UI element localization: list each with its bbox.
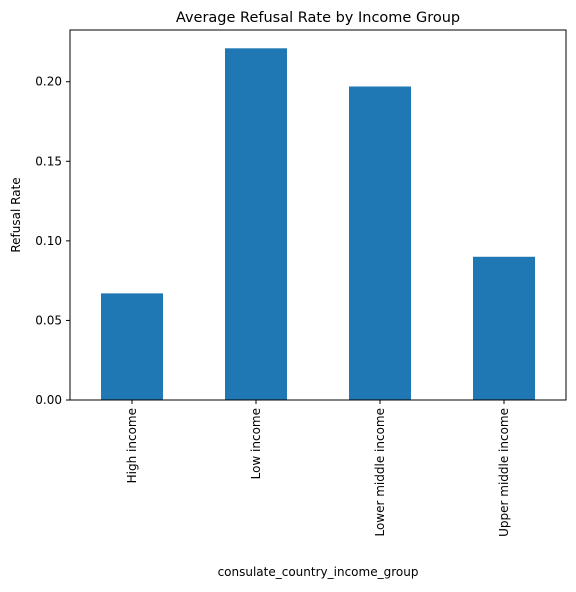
chart-title: Average Refusal Rate by Income Group bbox=[176, 10, 460, 26]
bar-upper-middle-income bbox=[473, 256, 535, 400]
y-tick-label: 0.20 bbox=[35, 75, 62, 89]
x-tick-label: Lower middle income bbox=[373, 408, 387, 537]
bars-layer bbox=[101, 48, 535, 401]
x-tick-label: Low income bbox=[249, 408, 263, 479]
y-tick-label: 0.10 bbox=[35, 234, 62, 248]
y-tick-label: 0.00 bbox=[35, 393, 62, 407]
x-tick-label: High income bbox=[125, 408, 139, 483]
bar-low-income bbox=[225, 48, 287, 401]
x-axis-label: consulate_country_income_group bbox=[218, 565, 419, 579]
bar-high-income bbox=[101, 293, 163, 400]
plot-area-frame bbox=[69, 29, 567, 401]
x-tick-label: Upper middle income bbox=[497, 408, 511, 537]
y-tick-label: 0.05 bbox=[35, 313, 62, 327]
y-axis-ticks: 0.00 0.05 0.10 0.15 0.20 bbox=[35, 75, 70, 407]
y-axis-label: Refusal Rate bbox=[9, 177, 23, 252]
y-tick-label: 0.15 bbox=[35, 154, 62, 168]
bar-lower-middle-income bbox=[349, 86, 411, 401]
x-axis-ticks: High income Low income Lower middle income… bbox=[125, 400, 511, 537]
